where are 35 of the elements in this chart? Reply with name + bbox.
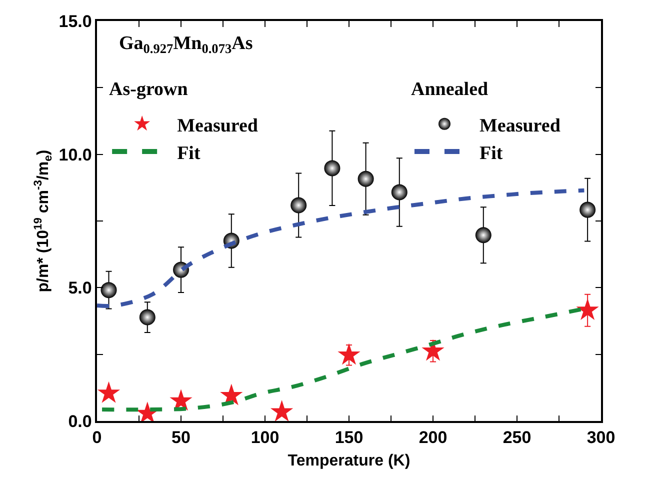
x-tick-label: 200 — [418, 428, 448, 448]
point — [391, 184, 408, 200]
annotation: Annealed — [411, 79, 488, 100]
x-tick-label: 250 — [502, 428, 532, 448]
point — [580, 202, 596, 218]
point — [220, 384, 243, 406]
x-axis-title: Temperature (K) — [288, 452, 410, 470]
x-tick-label: 0 — [92, 428, 102, 448]
point — [338, 343, 360, 365]
x-tick-label: 300 — [586, 428, 616, 448]
y-tick-label: 0.0 — [68, 412, 92, 431]
point — [270, 400, 294, 421]
y-tick-label: 15.0 — [58, 12, 92, 31]
legend-label: Measured — [177, 115, 258, 136]
annotation: As-grown — [109, 79, 188, 100]
legend-label: Measured — [479, 115, 561, 136]
point — [290, 197, 307, 214]
y-tick-label: 10.0 — [58, 145, 92, 164]
point — [100, 282, 117, 298]
y-tick-label: 5.0 — [68, 278, 92, 298]
point — [475, 227, 492, 244]
x-tick-label: 100 — [250, 428, 280, 448]
legend-label: Fit — [177, 142, 201, 164]
point — [139, 309, 156, 326]
annotation: Ga$_{0.927}$Mn$_{0.073}$As — [119, 33, 253, 56]
point — [97, 381, 120, 403]
point — [358, 170, 374, 187]
x-tick-label: 150 — [334, 428, 364, 448]
point — [170, 389, 192, 411]
x-tick-label: 50 — [172, 428, 190, 448]
legend-label: Fit — [479, 142, 504, 164]
line-series — [97, 188, 586, 308]
point — [324, 160, 340, 176]
point — [576, 298, 599, 320]
point — [422, 339, 444, 361]
